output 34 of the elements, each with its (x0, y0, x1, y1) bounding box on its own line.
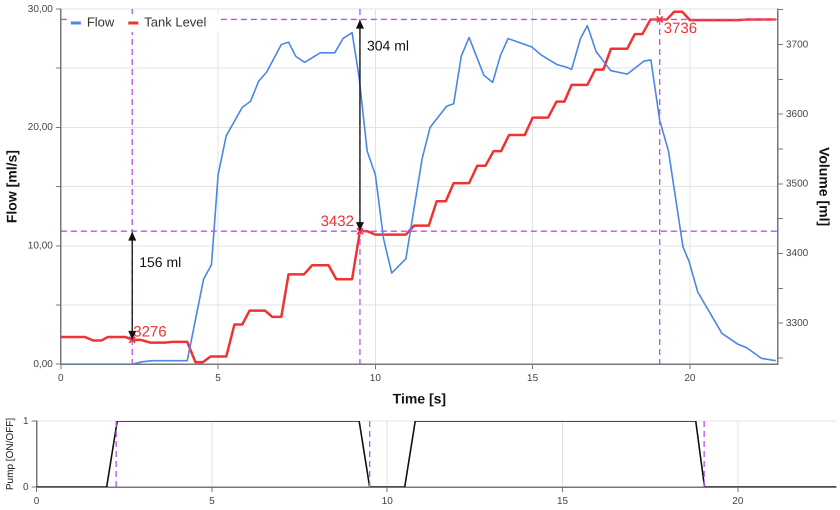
x-tick-label: 5 (215, 372, 222, 384)
annotation: 3432 (320, 212, 354, 230)
point (356, 227, 364, 235)
y2-tick-label: 3400 (786, 248, 809, 260)
x-tick-label: 20 (684, 372, 696, 384)
x-tick-label: 15 (556, 496, 569, 507)
y-tick-label: 30,00 (28, 4, 54, 15)
x-tick-label: 20 (732, 496, 744, 507)
x-tick-label: 15 (527, 372, 539, 384)
annotation: 3276 (133, 323, 167, 340)
y-tick-label: 1 (23, 416, 29, 427)
y-axis-title: Pump [ON/OFF] (4, 418, 16, 490)
y2-tick-label: 3300 (786, 318, 809, 329)
point (656, 16, 664, 24)
x-axis-title: Time [s] (392, 390, 446, 406)
y2-tick-label: 3600 (786, 108, 809, 120)
point (128, 336, 136, 344)
y-tick-label: 20,00 (28, 122, 54, 134)
y2-axis-title: Volume [ml] (816, 147, 833, 226)
x-tick-label: 10 (370, 372, 382, 384)
annotation: 3736 (664, 20, 698, 38)
x-tick-label: 10 (382, 496, 394, 507)
legend-label: Tank Level (144, 14, 207, 30)
y2-tick-label: 3500 (786, 178, 809, 190)
x-tick-label: 5 (209, 496, 216, 507)
y-tick-label: 0,00 (33, 358, 54, 370)
y-tick-label: 10,00 (28, 240, 54, 252)
y-tick-label: 0 (23, 482, 29, 493)
legend-label: Flow (86, 14, 115, 30)
y-axis-title: Flow [ml/s] (3, 150, 20, 224)
annotation: 304 ml (366, 37, 409, 54)
x-tick-label: 0 (58, 372, 64, 384)
annotation: 156 ml (139, 254, 182, 270)
y2-tick-label: 3700 (786, 39, 809, 50)
